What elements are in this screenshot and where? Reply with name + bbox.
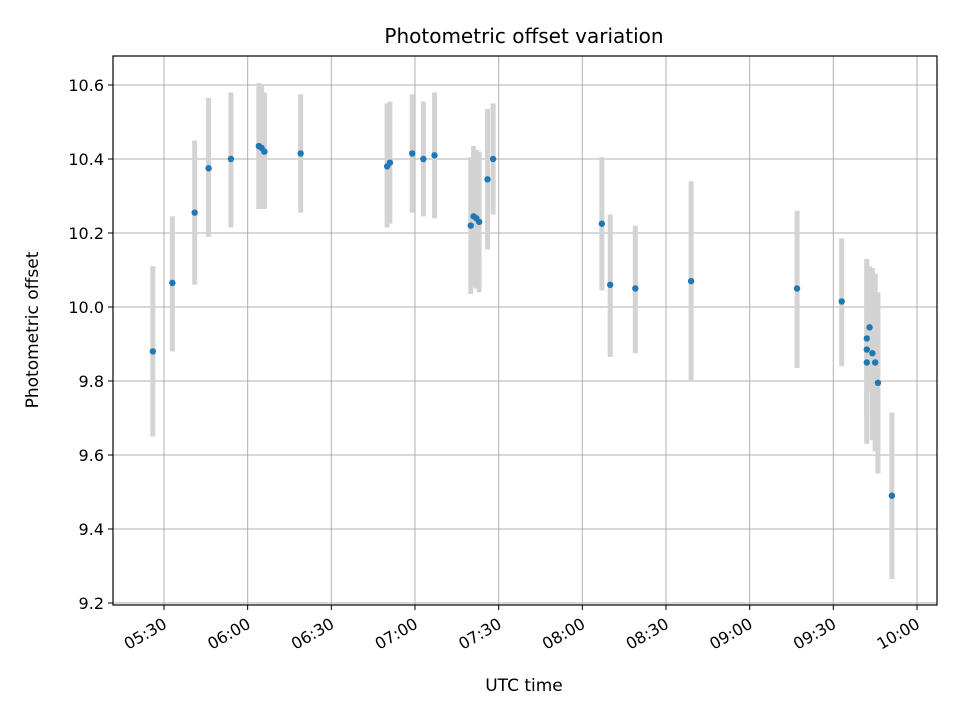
x-tick-label: 05:30 [121, 614, 170, 654]
y-axis-title: Photometric offset [23, 251, 43, 408]
data-point [489, 155, 497, 163]
y-tick-label: 9.8 [79, 372, 104, 391]
data-point [863, 335, 870, 342]
data-points [149, 142, 896, 499]
data-point [598, 220, 606, 227]
data-point [169, 279, 176, 287]
data-point [467, 222, 474, 229]
data-point [475, 218, 483, 226]
data-point [205, 165, 212, 172]
y-tick-label: 9.2 [79, 594, 104, 613]
error-bars [150, 83, 895, 579]
x-axis-title: UTC time [485, 676, 563, 696]
data-point [431, 152, 438, 159]
x-tick-label: 07:00 [372, 614, 421, 654]
y-axis-ticks: 9.2 9.4 9.6 9.8 10.0 10.2 10.4 10.6 [68, 76, 113, 613]
data-point [386, 159, 394, 166]
data-point [871, 359, 879, 366]
chart-title: Photometric offset variation [384, 24, 663, 48]
data-point [261, 148, 268, 155]
data-point [838, 298, 845, 305]
y-tick-label: 10.0 [68, 298, 104, 317]
data-point [227, 155, 235, 163]
y-tick-label: 10.6 [68, 76, 104, 95]
y-tick-label: 10.2 [68, 224, 104, 243]
y-tick-label: 9.6 [79, 446, 104, 465]
data-point [874, 379, 882, 387]
data-point [484, 176, 491, 183]
data-point [888, 492, 896, 499]
x-tick-label: 10:00 [874, 614, 923, 654]
data-point [149, 348, 157, 355]
y-tick-label: 9.4 [79, 520, 104, 539]
data-point [191, 209, 198, 216]
data-point [420, 155, 427, 163]
data-point [297, 150, 304, 157]
x-tick-label: 06:00 [204, 614, 253, 654]
y-tick-label: 10.4 [68, 150, 104, 169]
data-point [869, 350, 876, 357]
data-point [866, 324, 873, 331]
x-tick-label: 08:30 [623, 614, 672, 654]
data-point [863, 346, 870, 353]
x-tick-label: 06:30 [288, 614, 337, 654]
x-tick-label: 09:30 [790, 614, 839, 654]
data-point [863, 359, 870, 366]
data-point [793, 285, 801, 292]
data-point [632, 285, 639, 292]
x-axis-ticks: 05:30 06:00 06:30 07:00 07:30 08:00 08:30 09:00… [121, 605, 923, 654]
x-tick-label: 07:30 [455, 614, 504, 654]
data-point [687, 277, 695, 285]
grid-lines [113, 56, 937, 605]
x-tick-label: 09:00 [706, 614, 755, 654]
data-point [607, 281, 614, 288]
data-point [409, 150, 416, 157]
plot-area-frame [112, 55, 938, 606]
x-tick-label: 08:00 [539, 614, 588, 654]
